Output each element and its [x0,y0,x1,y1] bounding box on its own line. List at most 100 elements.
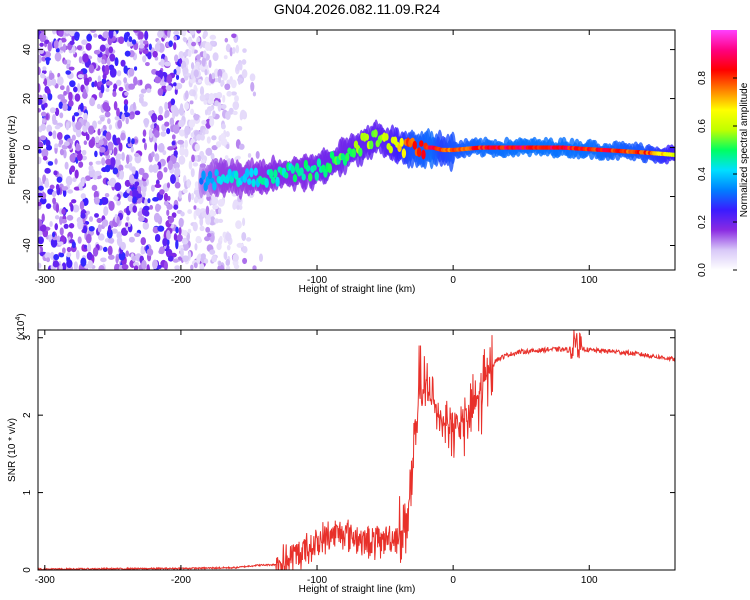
noise-blob [65,175,73,186]
noise-blob [128,83,136,90]
spectrogram-marks [38,30,675,270]
snr-y-scale: (x104) [15,313,27,340]
noise-blob [147,198,151,204]
x-tick-label: 0 [450,575,456,586]
noise-blob [144,198,148,206]
noise-blob [65,122,70,131]
ridge-core [401,148,407,159]
noise-blob [105,131,112,141]
noise-blob [139,79,143,86]
noise-blob [72,204,80,213]
noise-blob [199,86,205,96]
noise-blob [38,98,43,105]
noise-blob [242,257,248,265]
ridge-core [419,140,424,147]
ridge-core [233,170,239,180]
noise-blob [102,73,107,80]
noise-blob [195,61,200,67]
noise-blob [54,143,59,149]
noise-blob [52,130,57,140]
noise-blob [103,206,109,216]
ridge-core [421,149,426,160]
noise-blob [74,169,79,179]
noise-blob [51,78,57,86]
noise-blob [63,90,67,96]
noise-blob [158,105,163,115]
noise-blob [203,30,208,38]
noise-blob [178,106,185,116]
noise-blob [222,94,226,103]
ridge-core [284,171,289,179]
noise-blob [186,178,191,189]
noise-blob [154,233,161,243]
noise-blob [109,67,117,78]
noise-blob [76,153,83,162]
noise-blob [232,202,237,210]
noise-blob [127,222,131,228]
noise-blob [38,156,42,165]
noise-blob [134,265,139,270]
noise-blob [144,30,149,41]
noise-blob [191,41,197,47]
noise-blob [217,264,225,270]
noise-blob [89,30,97,34]
noise-blob [163,166,168,173]
noise-blob [183,75,189,81]
noise-blob [151,151,155,158]
noise-blob [93,33,98,38]
noise-blob [120,132,126,141]
noise-blob [57,76,64,86]
noise-blob [41,56,47,62]
noise-blob [102,246,108,253]
noise-blob [106,81,113,86]
colorbar-tick-label: 0.2 [697,215,708,229]
noise-blob [239,62,243,71]
noise-blob [40,30,45,33]
noise-blob [132,101,136,110]
ridge-core [253,167,258,176]
noise-blob [178,155,186,165]
noise-blob [159,246,165,255]
noise-blob [178,190,182,199]
noise-blob [94,213,99,218]
noise-blob [184,126,191,136]
noise-blob [121,113,126,122]
noise-blob [218,260,222,267]
noise-blob [242,217,246,227]
noise-blob [47,41,52,52]
noise-blob [131,166,136,174]
ridge-core [314,171,319,181]
noise-blob [101,59,106,65]
noise-blob [81,39,88,45]
noise-blob [231,33,237,39]
noise-blob [120,59,126,67]
noise-blob [123,99,129,106]
noise-blob [113,147,118,157]
noise-blob [200,253,206,259]
noise-blob [224,251,228,260]
noise-blob [115,255,119,264]
noise-blob [49,107,56,114]
ridge-core [247,178,252,186]
noise-blob [187,209,193,215]
noise-blob [129,190,133,196]
noise-blob [211,255,217,263]
noise-blob [166,229,171,240]
noise-blob [154,76,162,84]
noise-blob [108,254,115,260]
noise-blob [160,58,165,68]
noise-blob [82,53,89,63]
noise-blob [154,42,161,52]
noise-blob [175,82,183,90]
noise-blob [249,73,256,82]
noise-blob [63,141,70,147]
noise-blob [212,110,216,118]
noise-blob [80,257,87,267]
noise-blob [88,165,94,172]
noise-blob [54,215,60,220]
noise-blob [205,129,209,135]
noise-blob [124,164,132,169]
noise-blob [116,107,120,118]
noise-blob [173,42,177,51]
